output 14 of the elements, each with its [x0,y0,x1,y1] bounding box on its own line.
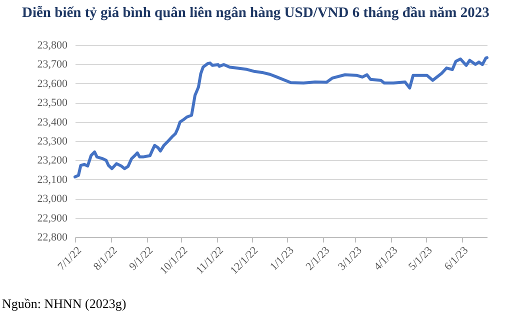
y-tick-label: 23,100 [37,174,68,186]
y-tick-label: 23,000 [37,193,68,206]
y-tick-label: 23,600 [37,78,68,90]
y-tick-label: 23,400 [37,116,68,128]
y-tick-label: 23,500 [37,97,68,110]
text: Nguồn: NHNN (2023g) [2,296,126,312]
y-tick-label: 23,200 [37,154,68,167]
line-series [74,56,488,178]
y-tick-label: 23,700 [37,58,68,71]
y-tick-label: 23,800 [37,40,68,52]
y-tick-label: 23,300 [37,136,68,148]
y-tick-label: 22,900 [37,212,68,224]
chart-title: Diễn biến tỷ giá bình quân liên ngân hàng USD/VND 6 tháng đầu năm 2023 [22,5,490,22]
y-tick-label: 22,800 [37,232,68,244]
